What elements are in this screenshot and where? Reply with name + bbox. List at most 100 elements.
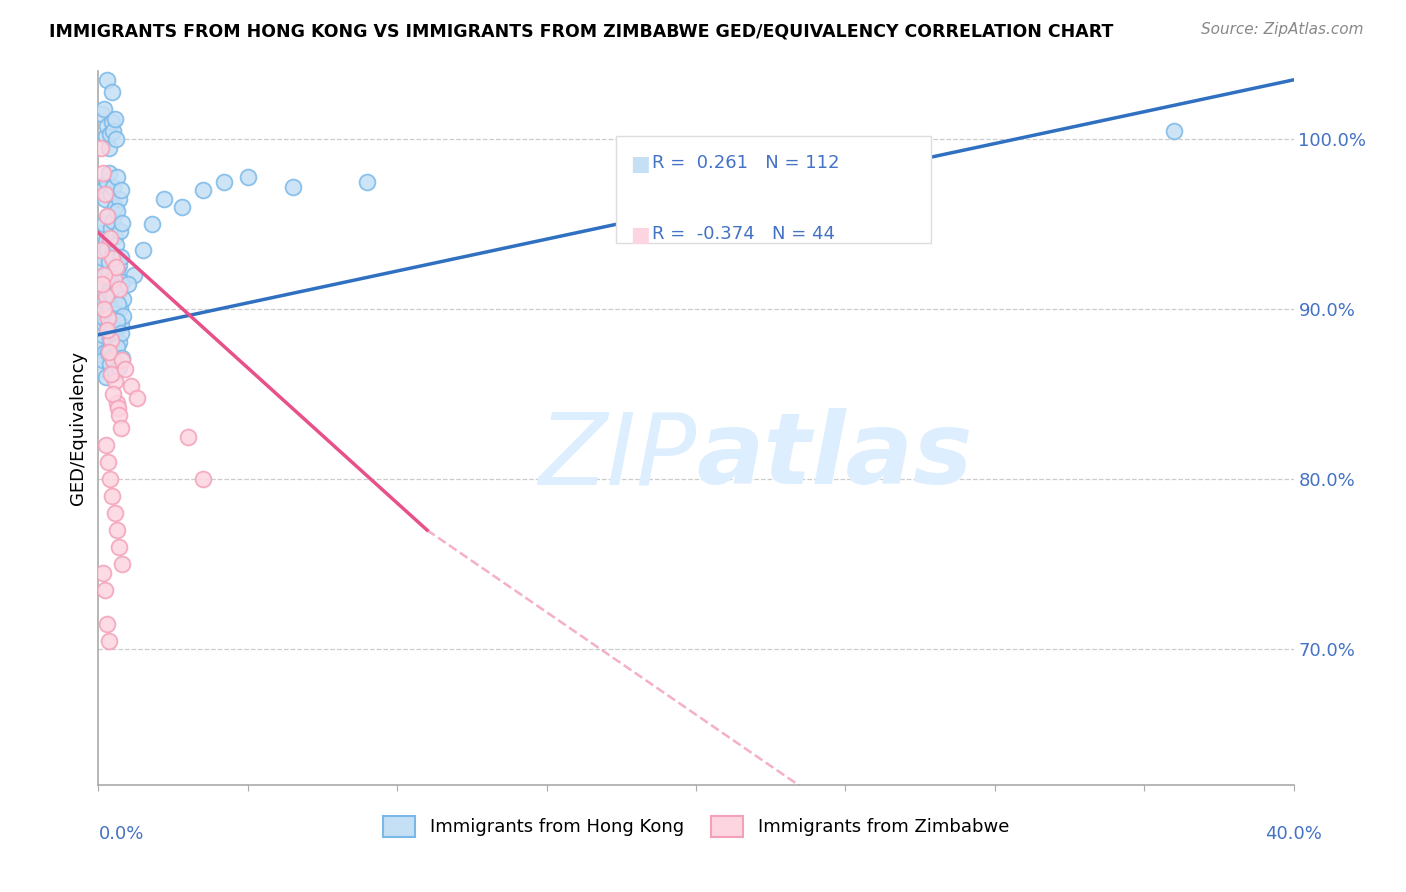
Point [93,217,115,231]
Point [98,472,122,486]
Point [100,297,122,311]
Point [105,237,128,252]
Point [191,183,214,197]
Point [90,243,112,257]
Point [172,200,194,214]
Point [105,395,128,409]
Point [91,277,114,291]
Text: 0.0%: 0.0% [98,825,143,843]
Point [93,293,115,308]
Point [111,557,134,571]
Point [96,243,118,257]
Point [124,268,146,283]
Point [104,506,127,520]
Text: IMMIGRANTS FROM HONG KONG VS IMMIGRANTS FROM ZIMBABWE GED/EQUIVALENCY CORRELATIO: IMMIGRANTS FROM HONG KONG VS IMMIGRANTS … [49,22,1114,40]
Point [101,324,124,338]
Point [97,344,120,359]
Point [107,282,129,296]
Point [103,387,125,401]
Point [103,263,125,277]
Point [111,275,134,289]
Text: R =  -0.374   N = 44: R = -0.374 N = 44 [652,225,835,243]
Point [94,344,117,359]
Point [111,216,134,230]
Point [97,166,120,180]
Point [101,115,124,129]
Point [100,248,122,262]
Point [110,326,132,340]
Point [97,319,120,334]
Point [105,132,128,146]
Point [132,243,155,257]
Point [98,633,121,648]
Point [103,271,125,285]
Point [101,180,124,194]
Point [100,367,122,381]
Point [101,273,124,287]
Point [91,166,114,180]
Text: atlas: atlas [696,409,973,505]
Point [96,175,118,189]
Point [1163,124,1185,138]
Point [100,333,122,347]
Point [108,408,131,422]
Point [107,280,129,294]
Point [98,127,122,141]
Point [105,260,128,274]
Point [98,254,121,268]
Point [110,301,132,315]
Point [104,305,127,319]
Point [107,401,129,415]
Point [91,277,114,291]
Point [91,107,114,121]
Point [104,374,127,388]
Point [93,310,115,325]
Point [108,284,131,298]
Point [98,357,122,371]
Point [111,353,134,368]
Point [91,183,114,197]
Point [103,340,125,354]
Point [107,297,129,311]
Point [101,214,124,228]
Point [93,268,115,283]
Point [90,302,112,317]
Point [117,277,139,291]
Point [97,344,120,359]
Text: ■: ■ [630,225,650,244]
Point [105,523,128,537]
Point [153,192,176,206]
Point [97,141,120,155]
Point [104,200,127,214]
Text: Source: ZipAtlas.com: Source: ZipAtlas.com [1201,22,1364,37]
Point [100,314,122,328]
Point [97,209,120,223]
Point [93,268,115,283]
Point [101,350,124,364]
Point [97,285,120,300]
Point [110,250,132,264]
Point [90,226,112,240]
Point [108,334,131,349]
Point [96,323,118,337]
Point [94,370,117,384]
Point [105,323,128,337]
Point [356,175,378,189]
Text: ■: ■ [630,154,650,174]
Point [100,220,122,235]
Point [104,365,127,379]
Point [108,359,131,374]
Point [96,616,118,631]
Point [101,353,124,368]
Point [212,175,235,189]
Point [110,183,132,197]
Point [96,288,118,302]
Point [103,288,125,302]
Point [96,119,118,133]
Legend: Immigrants from Hong Kong, Immigrants from Zimbabwe: Immigrants from Hong Kong, Immigrants fr… [375,808,1017,844]
Point [108,192,131,206]
Point [101,489,124,503]
Point [105,314,128,328]
Point [96,234,118,248]
Point [104,112,127,126]
